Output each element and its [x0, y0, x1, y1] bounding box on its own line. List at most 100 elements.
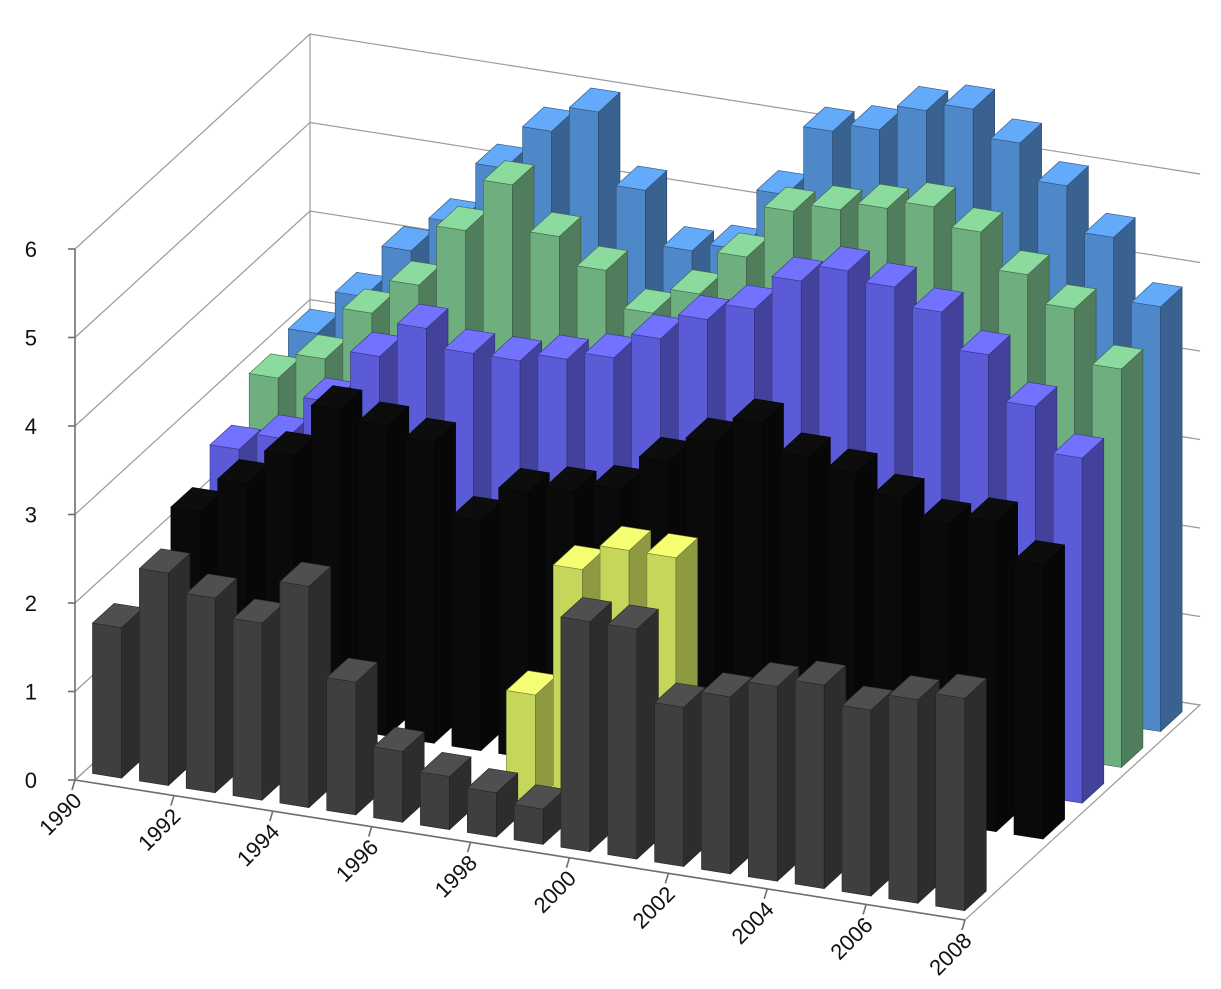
bar-top [646, 533, 699, 559]
bar-front [794, 680, 825, 889]
x-tick [71, 779, 76, 791]
bar [185, 573, 238, 794]
bar-top [466, 768, 519, 794]
bar-top [138, 548, 191, 574]
bar-top [599, 525, 652, 551]
bar-top [802, 106, 855, 132]
bar-top [943, 84, 996, 110]
bar-top [537, 334, 590, 360]
bar-top [872, 473, 925, 499]
bar-front [747, 681, 778, 882]
bar-top [841, 685, 894, 711]
bar-top [279, 561, 332, 587]
bar-top [958, 330, 1011, 356]
bar-front [1013, 559, 1044, 840]
bar-top [1037, 161, 1090, 187]
bar-top [568, 87, 621, 113]
bar-front [513, 804, 544, 845]
bar-top [896, 85, 949, 111]
bar [560, 597, 613, 853]
bar [451, 495, 504, 752]
bar-top [419, 751, 472, 777]
bar-side [1081, 437, 1105, 804]
bar [279, 561, 332, 809]
bar-top [763, 186, 816, 212]
bar-top [865, 262, 918, 288]
z-tick-label: 2 [25, 591, 37, 616]
bar-top [1052, 433, 1105, 459]
bar-front [466, 787, 497, 838]
bar-front [935, 693, 966, 912]
bar-top [771, 256, 824, 282]
bar-top [700, 672, 753, 698]
bar-side [1042, 544, 1065, 840]
x-tick-label: 2002 [628, 881, 680, 933]
x-tick [170, 795, 175, 806]
bar-front [279, 581, 310, 808]
bar-front [654, 702, 685, 867]
bar-side [1121, 348, 1144, 769]
bar-top [919, 498, 972, 524]
bar-top [529, 211, 582, 237]
bar-top [357, 401, 410, 427]
bar [372, 726, 425, 823]
bar-side [964, 677, 987, 912]
bar [513, 784, 566, 846]
bar [700, 672, 753, 875]
bar-front [185, 593, 216, 794]
bar [357, 401, 410, 737]
bar-top [209, 424, 262, 450]
z-tick-label: 0 [25, 768, 37, 793]
bar-top [1005, 381, 1058, 407]
bar-top [615, 165, 668, 191]
z-tick-label: 5 [25, 326, 37, 351]
bar-top [1013, 540, 1066, 566]
bar-front [841, 705, 872, 897]
bar-front [326, 677, 357, 816]
x-tick-label: 2004 [726, 897, 778, 949]
bar-top [998, 250, 1050, 276]
bar [888, 675, 941, 904]
x-tick [565, 857, 571, 869]
bar-top [951, 207, 1004, 233]
x-tick-label: 1994 [232, 819, 284, 871]
bar-top [779, 432, 832, 458]
x-tick [269, 810, 274, 822]
bar [466, 768, 519, 838]
bar-front [451, 515, 482, 751]
bar-top [888, 675, 941, 701]
bar-top [1044, 284, 1097, 310]
bar-top [818, 246, 871, 272]
bar [1013, 540, 1066, 840]
bar-front [404, 437, 435, 744]
bar-top [1091, 344, 1144, 370]
bar-top [490, 336, 543, 362]
bar [232, 598, 285, 801]
bar-top [794, 660, 847, 686]
bar-side [1160, 286, 1183, 733]
bar-top [911, 287, 964, 313]
bar [607, 604, 660, 860]
bar-front [420, 771, 450, 831]
chart-bars [91, 84, 1183, 912]
bar-top [966, 497, 1019, 523]
bar-top [653, 682, 706, 708]
bar-top [677, 294, 730, 320]
bar-top [990, 118, 1043, 144]
bar-top [372, 726, 425, 752]
x-tick-label: 1996 [331, 835, 383, 887]
bar [138, 548, 191, 787]
x-tick-label: 1992 [133, 803, 185, 855]
bar-top [396, 303, 449, 329]
bar-top [443, 328, 496, 354]
bar [794, 660, 847, 890]
bar-top [607, 604, 660, 630]
x-tick-label: 2000 [529, 866, 581, 918]
x-tick-label: 1998 [430, 850, 482, 902]
bar-front [607, 624, 638, 860]
bar-front [888, 694, 919, 904]
bar [419, 751, 472, 831]
x-tick-label: 2006 [825, 912, 877, 964]
bar-front [373, 746, 403, 823]
